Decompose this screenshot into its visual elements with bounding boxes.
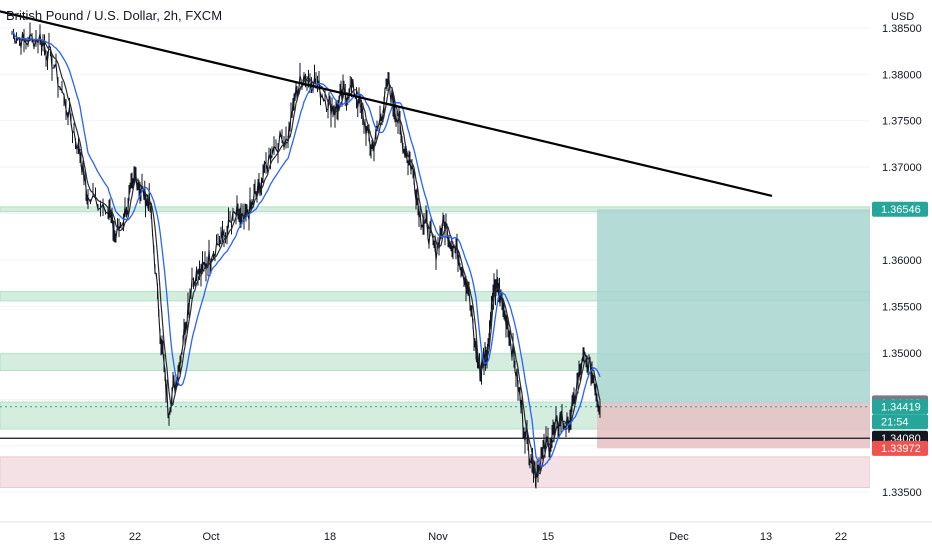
- price-badge-label: 1.36546: [881, 204, 921, 216]
- slow-moving-average: [11, 31, 601, 468]
- price-badge: 1.34419: [872, 399, 928, 415]
- trendline[interactable]: [0, 5, 773, 197]
- trendline-segment: [0, 10, 773, 197]
- time-tick-label: 13: [760, 531, 772, 543]
- axis-currency: USD: [891, 11, 914, 23]
- price-tick-label: 1.38000: [882, 69, 922, 81]
- price-badge-background: [872, 440, 928, 456]
- price-badge-background: [872, 399, 928, 415]
- price-tick-label: 1.38500: [882, 23, 922, 35]
- price-tick-label: 1.35000: [882, 348, 922, 360]
- time-axis[interactable]: 13 22 Oct 18 Nov 15 Dec 13 22: [0, 521, 932, 550]
- price-badge-label: 1.33972: [881, 443, 921, 455]
- time-tick-label: 13: [53, 531, 65, 543]
- price-badge-background: [872, 201, 928, 217]
- price-badge-background: [872, 414, 928, 430]
- fast-moving-average: [11, 31, 601, 475]
- price-badge-label: 21:54: [881, 416, 909, 428]
- target-zone: [597, 209, 870, 403]
- time-tick-label: 22: [835, 531, 847, 543]
- time-tick-label: 15: [542, 531, 554, 543]
- price-badge: 1.36546: [872, 201, 928, 217]
- stop-zone: [597, 402, 870, 449]
- time-tick-label: Dec: [669, 531, 689, 543]
- time-tick-label: Oct: [202, 531, 219, 543]
- price-badge-label: 1.34419: [881, 401, 921, 413]
- price-axis-background: [870, 0, 932, 550]
- time-axis-background: [0, 522, 870, 550]
- time-tick-label: 22: [129, 531, 141, 543]
- time-tick-label: Nov: [428, 531, 448, 543]
- time-tick-label: 18: [324, 531, 336, 543]
- price-tick-label: 1.33500: [882, 487, 922, 499]
- price-tick-label: 1.36000: [882, 255, 922, 267]
- price-badge: 21:54: [872, 414, 928, 430]
- symbol-title: British Pound / U.S. Dollar, 2h, FXCM: [6, 8, 223, 23]
- price-tick-label: 1.35500: [882, 301, 922, 313]
- price-tick-label: 1.37500: [882, 116, 922, 128]
- price-badge: 1.33972: [872, 440, 928, 456]
- zone-band: [0, 456, 871, 489]
- price-tick-label: 1.37000: [882, 162, 922, 174]
- chart-lines: [0, 406, 870, 439]
- long-position-tool[interactable]: [597, 209, 870, 449]
